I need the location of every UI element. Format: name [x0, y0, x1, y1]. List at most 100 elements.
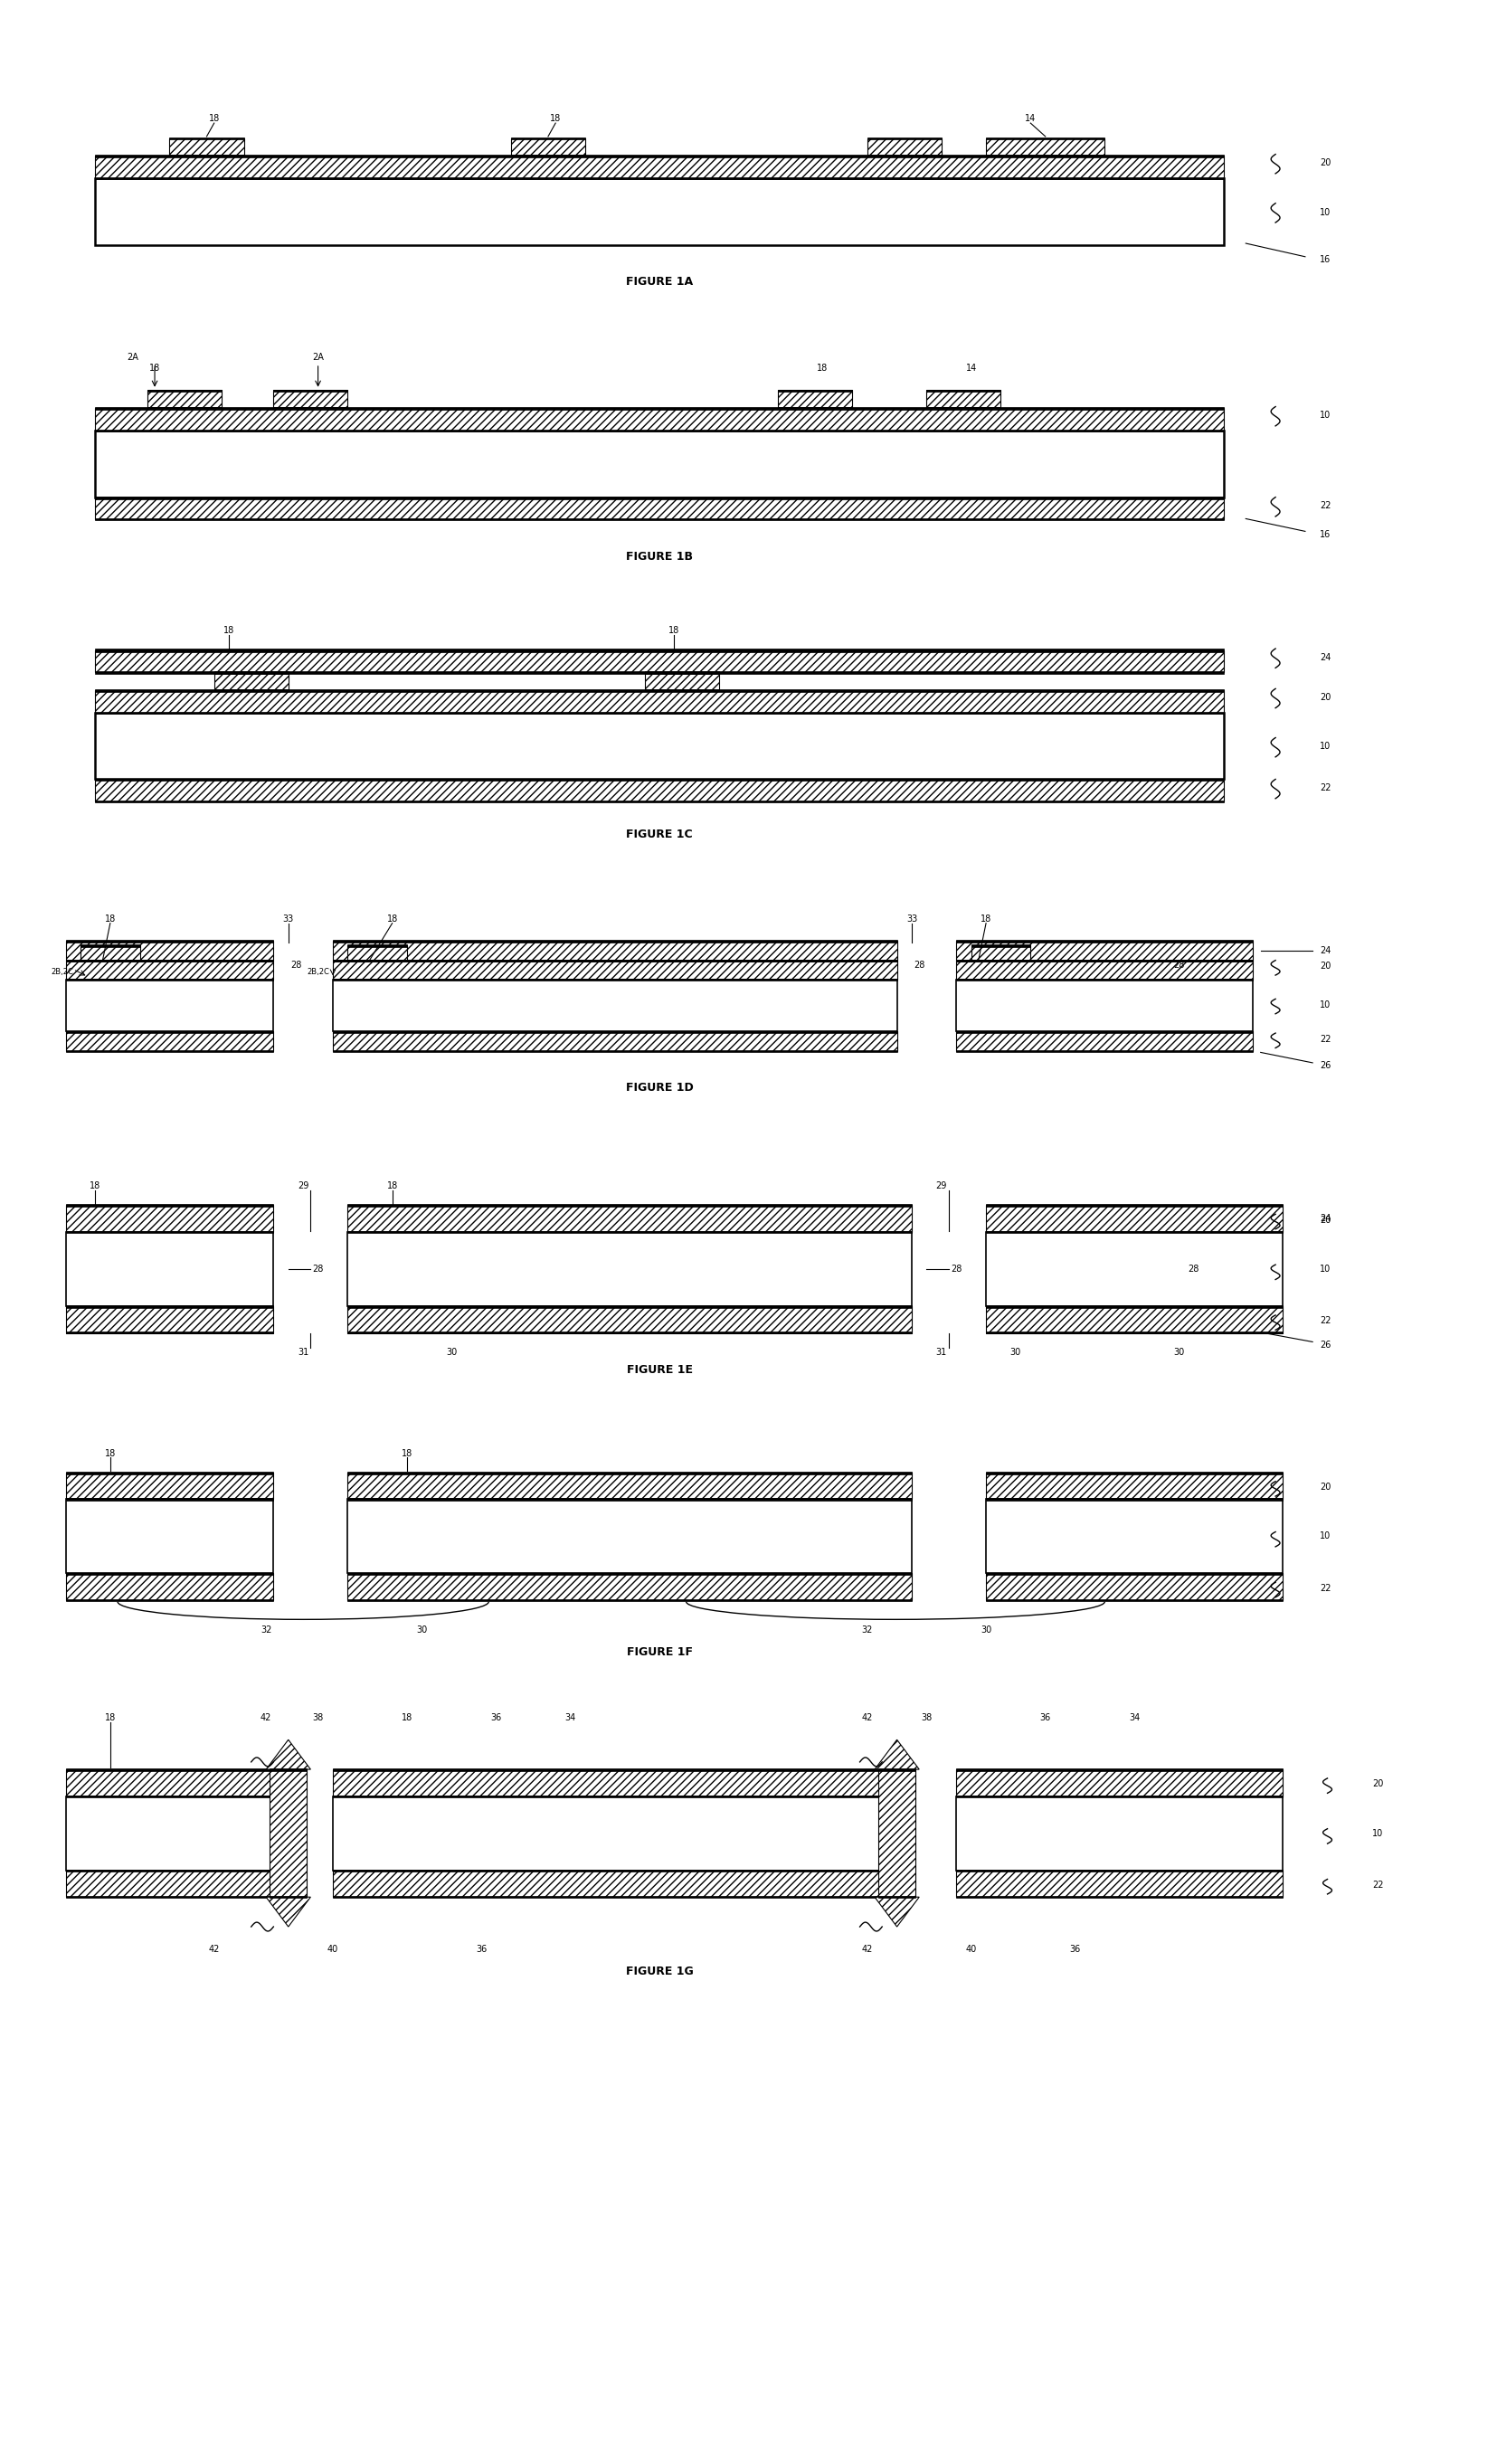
Text: 16: 16	[1320, 530, 1331, 540]
Text: 18: 18	[386, 914, 398, 924]
Text: 29: 29	[298, 1180, 308, 1190]
Text: 36: 36	[491, 1712, 501, 1722]
Bar	[957, 939, 1253, 944]
Text: 2B,2C: 2B,2C	[51, 968, 73, 976]
Text: 32: 32	[862, 1626, 873, 1634]
Bar	[957, 1769, 1283, 1796]
Text: 18: 18	[105, 1712, 115, 1722]
Text: 22: 22	[1320, 1316, 1331, 1326]
Text: 36: 36	[476, 1944, 487, 1954]
Bar	[987, 1306, 1283, 1333]
Text: 34: 34	[1129, 1712, 1141, 1722]
Bar	[66, 939, 274, 944]
Bar	[96, 779, 1223, 801]
Bar	[987, 1205, 1283, 1232]
Text: 30: 30	[416, 1626, 428, 1634]
Bar	[269, 1769, 307, 1897]
Bar	[66, 941, 274, 961]
Text: 33: 33	[906, 914, 918, 924]
Bar	[96, 712, 1223, 779]
Text: FIGURE 1B: FIGURE 1B	[626, 549, 693, 562]
Bar	[96, 409, 1223, 431]
Text: 18: 18	[150, 365, 160, 372]
Text: 30: 30	[1010, 1348, 1021, 1358]
Text: 42: 42	[260, 1712, 271, 1722]
Text: 28: 28	[1189, 1264, 1199, 1274]
Bar	[332, 1769, 897, 1796]
Bar	[645, 673, 719, 690]
Text: FIGURE 1F: FIGURE 1F	[626, 1646, 693, 1658]
Text: 38: 38	[313, 1712, 323, 1722]
Text: 18: 18	[549, 113, 561, 123]
Bar	[987, 1205, 1283, 1207]
Text: 33: 33	[283, 914, 293, 924]
Bar	[66, 1306, 274, 1333]
Text: 24: 24	[1320, 946, 1331, 956]
Text: 10: 10	[1320, 207, 1331, 217]
Text: 42: 42	[208, 1944, 220, 1954]
Text: 10: 10	[1320, 742, 1331, 752]
Bar	[957, 1032, 1253, 1050]
Bar	[510, 138, 585, 155]
Text: 18: 18	[105, 1449, 115, 1459]
Text: 36: 36	[1040, 1712, 1051, 1722]
Text: 18: 18	[90, 1180, 100, 1190]
Text: 16: 16	[1320, 256, 1331, 264]
Bar	[957, 1870, 1283, 1897]
Text: 26: 26	[1320, 1062, 1331, 1069]
Bar	[214, 673, 289, 690]
Bar	[332, 941, 897, 961]
Bar	[957, 941, 1253, 961]
Polygon shape	[874, 1897, 919, 1927]
Bar	[987, 138, 1105, 155]
Bar	[879, 1769, 916, 1897]
Text: 29: 29	[936, 1180, 948, 1190]
Text: 32: 32	[260, 1626, 271, 1634]
Bar	[66, 1232, 274, 1306]
Text: 20: 20	[1320, 1483, 1331, 1491]
Bar	[332, 1870, 897, 1897]
Bar	[987, 1574, 1283, 1599]
Text: 24: 24	[1320, 1215, 1331, 1222]
Bar	[66, 1574, 274, 1599]
Text: 14: 14	[1025, 113, 1036, 123]
Text: 18: 18	[669, 626, 680, 636]
Text: FIGURE 1E: FIGURE 1E	[626, 1365, 693, 1375]
Text: 22: 22	[1320, 1035, 1331, 1045]
Bar	[332, 1769, 897, 1772]
Bar	[96, 155, 1223, 177]
Text: 31: 31	[298, 1348, 308, 1358]
Text: 42: 42	[862, 1712, 873, 1722]
Text: 18: 18	[817, 365, 828, 372]
Text: 2A: 2A	[127, 352, 138, 362]
Text: 22: 22	[1371, 1880, 1383, 1890]
Text: 18: 18	[981, 914, 991, 924]
Bar	[347, 1306, 912, 1333]
Text: 28: 28	[951, 1264, 963, 1274]
Bar	[347, 946, 407, 961]
Text: 10: 10	[1320, 1264, 1331, 1274]
Text: 28: 28	[1174, 961, 1184, 971]
Bar	[96, 407, 1223, 409]
Text: 20: 20	[1371, 1779, 1383, 1789]
Bar	[96, 177, 1223, 244]
Text: 2B,2C: 2B,2C	[307, 968, 329, 976]
Text: 18: 18	[223, 626, 235, 636]
Text: 20: 20	[1320, 692, 1331, 702]
Polygon shape	[266, 1740, 310, 1769]
Text: 18: 18	[208, 113, 220, 123]
Bar	[96, 155, 1223, 158]
Bar	[66, 961, 274, 981]
Bar	[96, 498, 1223, 520]
Bar	[81, 946, 139, 961]
Bar	[147, 389, 222, 409]
Bar	[96, 690, 1223, 712]
Bar	[66, 1205, 274, 1232]
Text: FIGURE 1G: FIGURE 1G	[626, 1966, 693, 1976]
Text: 34: 34	[564, 1712, 576, 1722]
Bar	[332, 1032, 897, 1050]
Bar	[66, 1796, 274, 1870]
Bar	[169, 138, 244, 155]
Text: FIGURE 1A: FIGURE 1A	[626, 276, 693, 288]
Bar	[66, 981, 274, 1032]
